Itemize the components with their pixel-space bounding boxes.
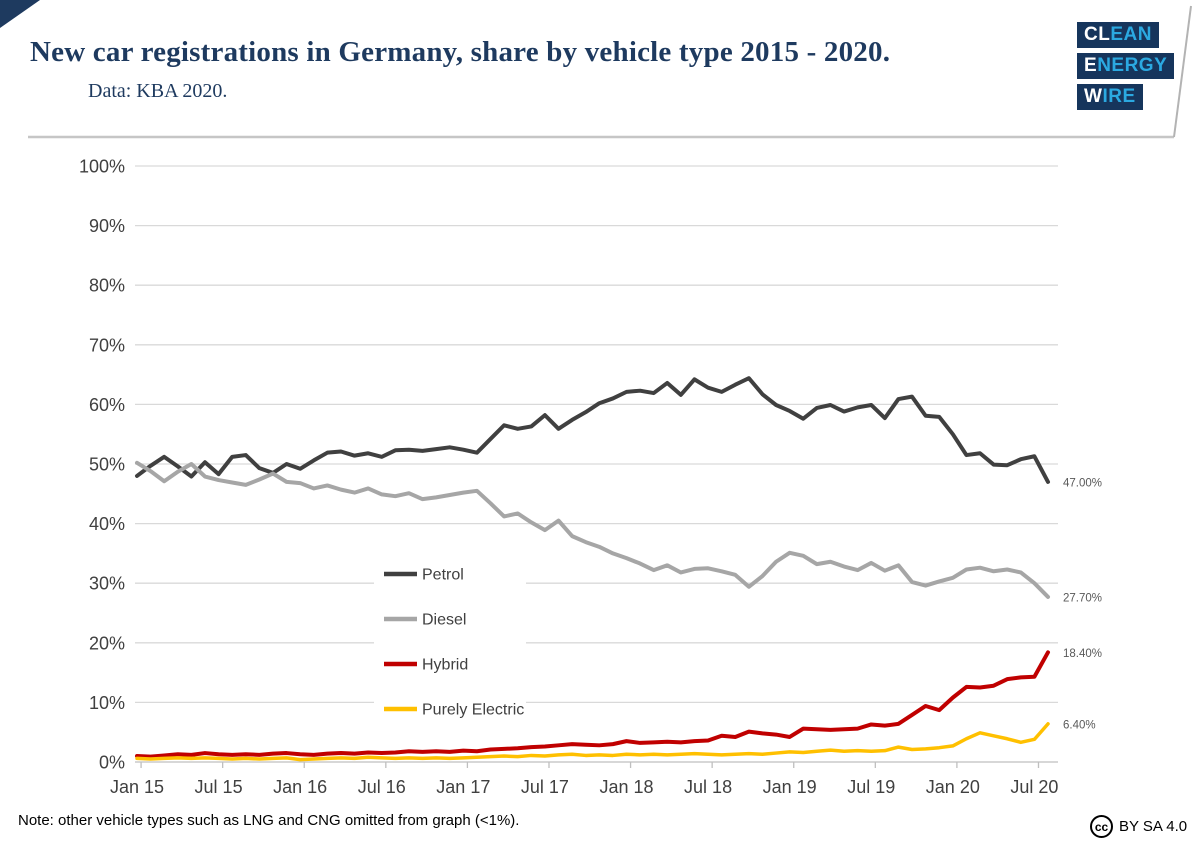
legend-label: Diesel <box>422 612 466 629</box>
y-axis-label: 70% <box>89 335 125 355</box>
x-axis-label: Jul 15 <box>195 777 243 797</box>
y-axis-label: 100% <box>79 157 125 177</box>
logo-line-clean: CLEAN <box>1077 22 1159 48</box>
cc-icon: cc <box>1090 815 1113 838</box>
x-axis-label: Jan 17 <box>436 777 490 797</box>
logo-line-energy: ENERGY <box>1077 53 1175 79</box>
corner-accent-triangle <box>0 0 40 28</box>
legend-label: Petrol <box>422 567 464 584</box>
x-axis-label: Jan 18 <box>599 777 653 797</box>
end-value-label: 6.40% <box>1063 719 1096 731</box>
series-line-hybrid <box>135 650 1050 759</box>
legend-label: Hybrid <box>422 657 468 674</box>
x-axis-label: Jul 20 <box>1010 777 1058 797</box>
legend-label: Purely Electric <box>422 702 524 719</box>
x-axis-label: Jan 16 <box>273 777 327 797</box>
legend-background <box>374 556 526 724</box>
license-badge: cc BY SA 4.0 <box>1090 815 1187 838</box>
series-line-diesel <box>135 460 1050 599</box>
y-axis-label: 20% <box>89 633 125 653</box>
series-line-petrol <box>135 376 1050 484</box>
y-axis-label: 60% <box>89 395 125 415</box>
y-axis-label: 50% <box>89 455 125 475</box>
logo-line-wire: WIRE <box>1077 84 1143 110</box>
clean-energy-wire-logo: CLEAN ENERGY WIRE <box>1077 22 1175 115</box>
x-axis-label: Jul 19 <box>847 777 895 797</box>
y-axis-label: 10% <box>89 693 125 713</box>
y-axis-label: 0% <box>99 753 125 773</box>
y-axis-label: 90% <box>89 216 125 236</box>
y-axis-label: 30% <box>89 574 125 594</box>
x-axis-label: Jan 19 <box>763 777 817 797</box>
end-value-label: 27.70% <box>1063 592 1102 604</box>
page-title: New car registrations in Germany, share … <box>30 36 891 68</box>
license-text: BY SA 4.0 <box>1119 818 1188 835</box>
footnote: Note: other vehicle types such as LNG an… <box>18 812 520 829</box>
y-axis-label: 40% <box>89 514 125 534</box>
end-value-label: 47.00% <box>1063 477 1102 489</box>
x-axis-label: Jan 15 <box>110 777 164 797</box>
x-axis-label: Jan 20 <box>926 777 980 797</box>
end-value-label: 18.40% <box>1063 648 1102 660</box>
x-axis-label: Jul 16 <box>358 777 406 797</box>
data-source-subtitle: Data: KBA 2020. <box>88 80 228 102</box>
series-line-purely-electric <box>135 722 1050 762</box>
x-axis-label: Jul 18 <box>684 777 732 797</box>
y-axis-label: 80% <box>89 276 125 296</box>
header-diagonal <box>1173 5 1192 138</box>
x-axis-label: Jul 17 <box>521 777 569 797</box>
